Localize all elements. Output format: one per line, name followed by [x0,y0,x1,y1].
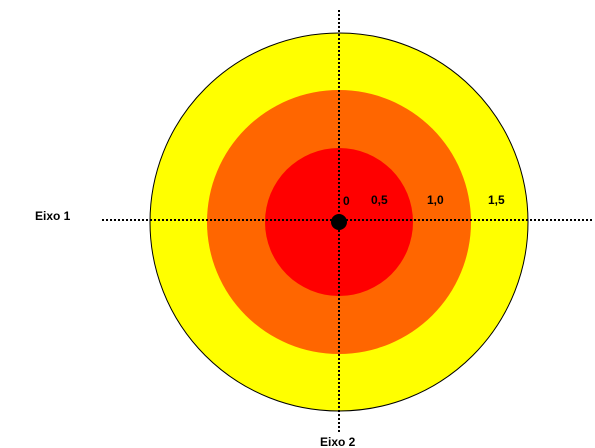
inner-ring-value-label: 0,5 [371,193,388,207]
axis-1-label: Eixo 1 [35,209,71,223]
center-dot [331,214,347,230]
middle-ring-value-label: 1,0 [427,193,444,207]
center-value-label: 0 [343,194,350,208]
outer-ring-value-label: 1,5 [488,193,505,207]
axis-2-label: Eixo 2 [320,435,356,448]
